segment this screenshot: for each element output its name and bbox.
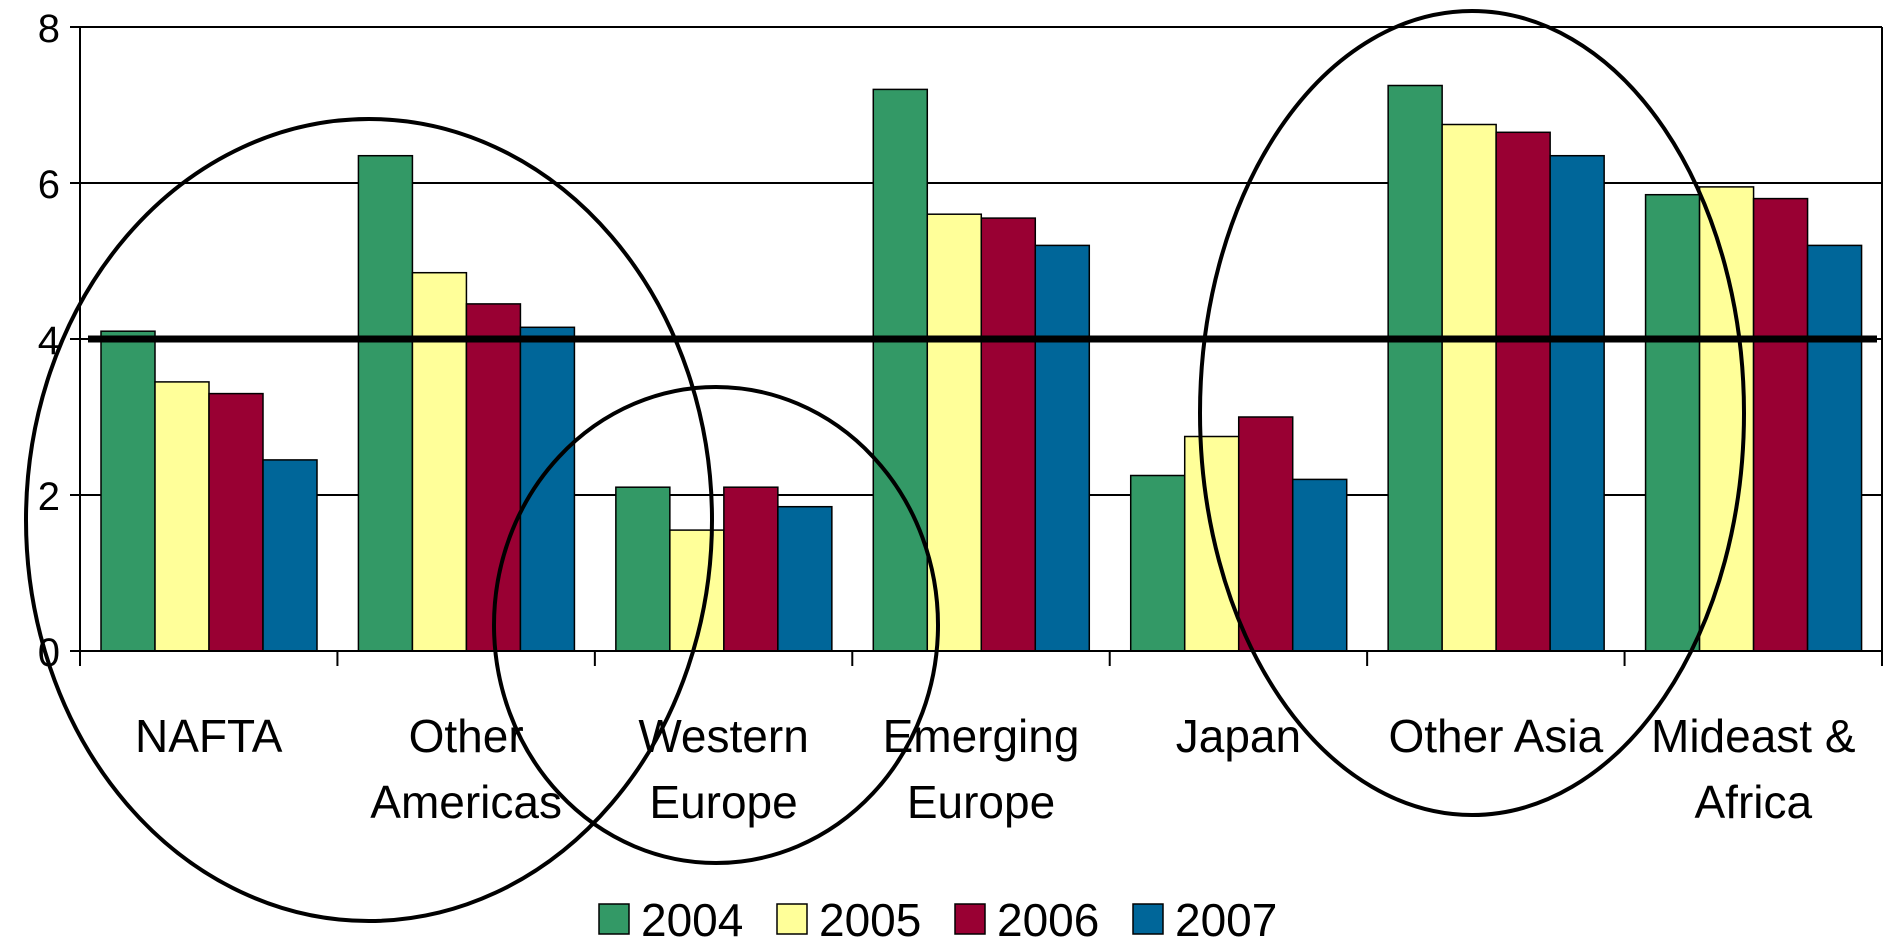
bar-2006-1	[465, 303, 522, 652]
x-category-label: Other Asia	[1388, 710, 1603, 762]
bar-2005-4	[1183, 435, 1240, 652]
x-category-label: Europe	[649, 776, 797, 828]
bar-2004-0	[100, 330, 156, 652]
bar-2007-6	[1806, 244, 1863, 652]
legend-swatch-2006	[954, 903, 986, 935]
bar-2007-3	[1034, 244, 1091, 652]
legend-swatch-2005	[776, 903, 808, 935]
bar-2005-0	[154, 381, 210, 652]
bars	[100, 84, 1863, 652]
legend-label: 2004	[641, 894, 743, 941]
y-tick-label: 8	[38, 7, 60, 51]
y-tick-label: 4	[38, 319, 60, 363]
bar-2006-3	[980, 217, 1037, 652]
x-category-label: Emerging	[883, 710, 1080, 762]
annotation-ellipse-americas	[24, 117, 714, 923]
y-tick-label: 2	[38, 475, 60, 519]
bar-2004-3	[872, 88, 929, 652]
x-category-label: Africa	[1694, 776, 1812, 828]
bar-2004-6	[1644, 193, 1701, 652]
annotation-ellipse-other-asia	[1198, 9, 1746, 817]
bar-2007-4	[1291, 478, 1348, 652]
bar-2006-2	[723, 486, 779, 652]
bar-2005-1	[411, 271, 468, 652]
bar-2005-5	[1441, 123, 1497, 652]
bar-2006-0	[208, 392, 264, 652]
legend-label: 2006	[997, 894, 1099, 941]
bar-2004-4	[1129, 474, 1186, 652]
x-category-label: Europe	[907, 776, 1055, 828]
bar-2007-2	[777, 505, 833, 652]
bar-2004-1	[357, 154, 414, 652]
bar-2006-4	[1237, 416, 1294, 652]
annotation-circles	[24, 9, 1746, 923]
y-tick-label: 6	[38, 163, 60, 207]
x-category-label: Americas	[370, 776, 562, 828]
annotation-ellipse-western-europe	[492, 385, 940, 865]
legend-label: 2005	[819, 894, 921, 941]
bar-2004-5	[1387, 84, 1443, 652]
x-category-label: Japan	[1176, 710, 1301, 762]
bar-2006-6	[1752, 197, 1809, 652]
legend-swatch-2004	[598, 903, 630, 935]
x-category-label: Other	[409, 710, 524, 762]
bar-2006-5	[1495, 131, 1551, 652]
bar-2007-5	[1549, 154, 1605, 652]
x-category-label: NAFTA	[135, 710, 283, 762]
x-category-label: Western	[638, 710, 808, 762]
x-category-label: Mideast &	[1651, 710, 1856, 762]
bar-2007-0	[262, 459, 318, 652]
legend-label: 2007	[1175, 894, 1277, 941]
bar-2007-1	[519, 326, 576, 652]
bar-2005-3	[926, 213, 983, 652]
bar-2004-2	[615, 486, 671, 652]
legend-swatch-2007	[1132, 903, 1164, 935]
